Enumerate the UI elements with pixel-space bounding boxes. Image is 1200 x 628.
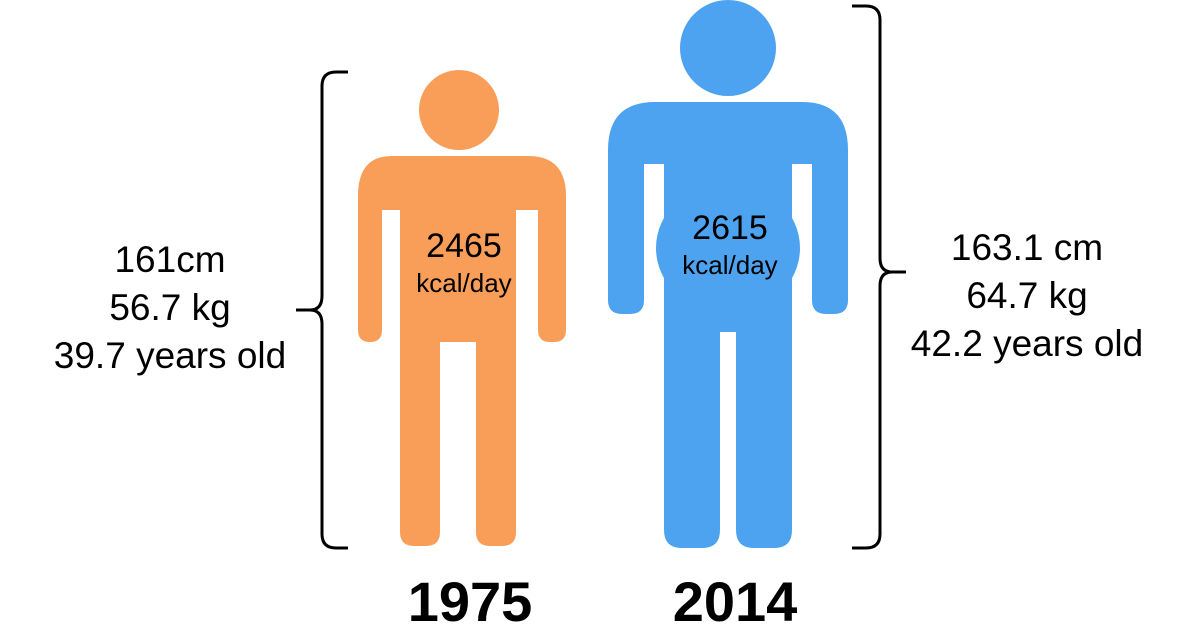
person-1975-body — [358, 156, 566, 546]
weight-2014: 64.7 kg — [966, 275, 1088, 316]
kcal-label-2014: 2615 kcal/day — [650, 208, 810, 282]
year-label-1975: 1975 — [407, 570, 533, 628]
kcal-value-2014: 2615 — [692, 209, 768, 247]
weight-1975: 56.7 kg — [109, 287, 231, 328]
person-2014-body — [608, 102, 848, 548]
person-2014-figure — [608, 0, 848, 548]
kcal-unit-1975: kcal/day — [416, 268, 512, 298]
stats-2014: 163.1 cm 64.7 kg 42.2 years old — [872, 224, 1182, 368]
height-2014: 163.1 cm — [950, 227, 1104, 268]
kcal-unit-2014: kcal/day — [682, 250, 778, 280]
age-2014: 42.2 years old — [910, 323, 1144, 364]
person-1975-figure — [358, 70, 566, 546]
height-1975: 161cm — [114, 239, 226, 280]
person-1975-head — [419, 70, 499, 150]
left-bracket — [296, 70, 348, 550]
person-2014-belly — [656, 182, 800, 314]
kcal-label-1975: 2465 kcal/day — [380, 226, 548, 300]
year-label-2014: 2014 — [672, 570, 798, 628]
kcal-value-1975: 2465 — [426, 227, 502, 265]
age-1975: 39.7 years old — [53, 335, 287, 376]
person-2014-head — [680, 0, 776, 96]
right-bracket — [852, 4, 906, 550]
stats-1975: 161cm 56.7 kg 39.7 years old — [20, 236, 320, 380]
